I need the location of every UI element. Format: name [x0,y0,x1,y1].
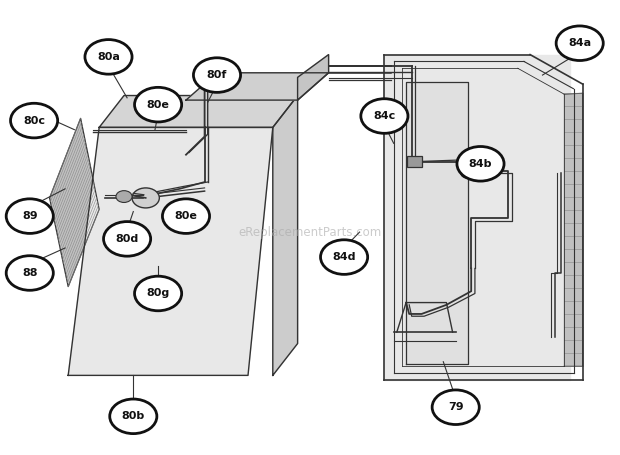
Circle shape [132,188,159,208]
Polygon shape [273,96,298,375]
Polygon shape [99,96,298,127]
Circle shape [135,276,182,311]
Circle shape [461,167,476,178]
Text: 79: 79 [448,402,464,412]
Text: 80e: 80e [175,211,197,221]
Text: 80c: 80c [23,116,45,126]
Polygon shape [298,55,329,100]
Circle shape [6,199,53,233]
Circle shape [6,256,53,290]
Text: 80b: 80b [122,411,145,421]
Circle shape [432,390,479,425]
Bar [407,156,422,167]
Circle shape [556,26,603,61]
Circle shape [11,103,58,138]
Text: 80e: 80e [147,100,169,110]
Text: 80a: 80a [97,52,120,62]
Circle shape [457,147,504,181]
Circle shape [110,399,157,434]
Circle shape [162,199,210,233]
Polygon shape [186,73,329,100]
Circle shape [85,40,132,74]
Text: 80d: 80d [115,234,139,244]
Text: 88: 88 [22,268,38,278]
Text: 84d: 84d [332,252,356,262]
Polygon shape [406,82,468,364]
Circle shape [321,240,368,274]
Text: 80f: 80f [207,70,227,80]
Circle shape [361,99,408,133]
Text: 80g: 80g [146,288,170,298]
Text: eReplacementParts.com: eReplacementParts.com [238,226,382,238]
Circle shape [193,58,241,92]
Circle shape [135,87,182,122]
Text: 84c: 84c [373,111,396,121]
Text: 84a: 84a [568,38,591,48]
Text: 84b: 84b [469,159,492,169]
Polygon shape [564,93,583,366]
Circle shape [104,222,151,256]
Polygon shape [384,55,570,380]
Text: 89: 89 [22,211,38,221]
Circle shape [116,191,132,202]
Polygon shape [68,127,273,375]
Polygon shape [50,118,99,287]
